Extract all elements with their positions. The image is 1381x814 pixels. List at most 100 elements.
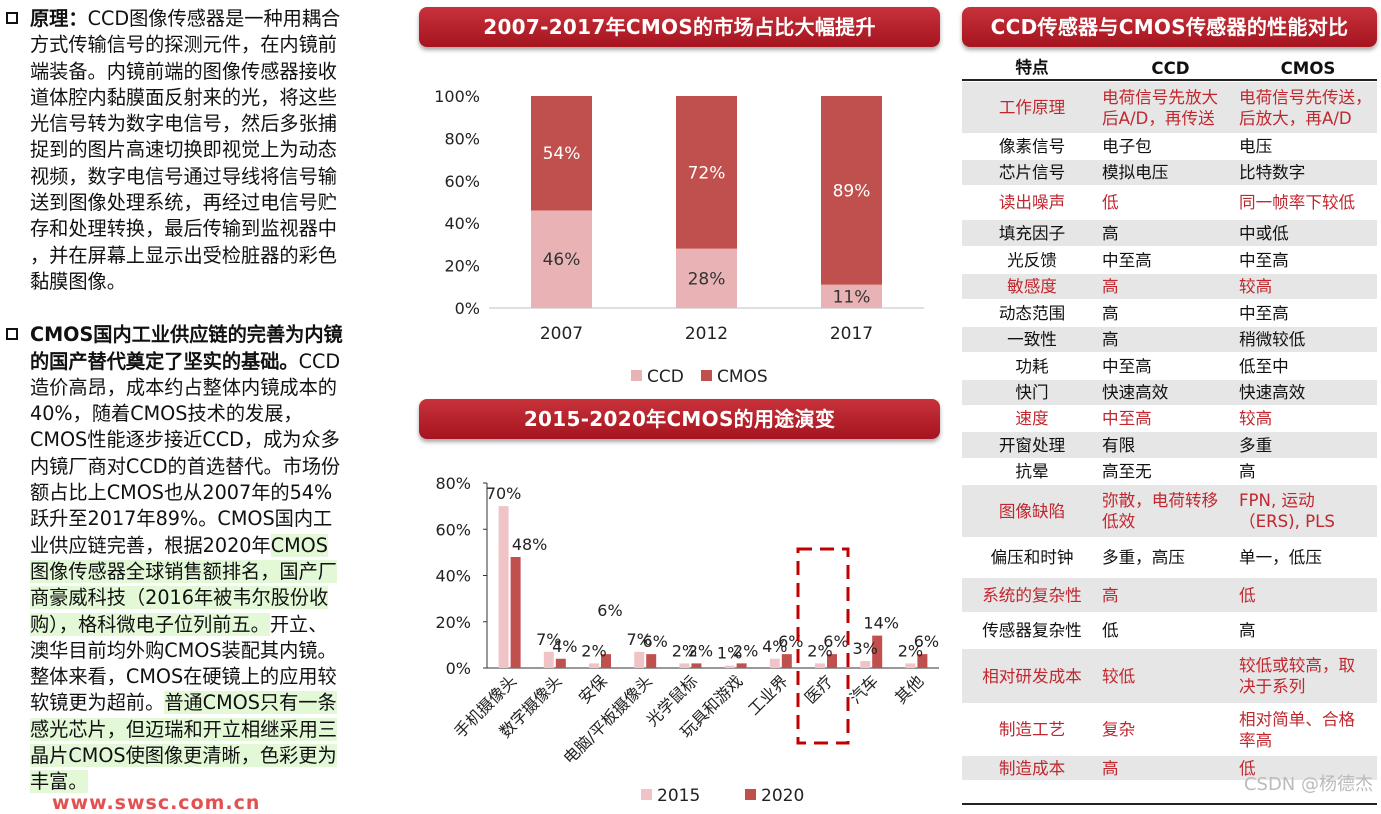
bar-2015-安保 [589,663,599,668]
legend-label: CMOS [717,367,768,387]
table-row: 动态范围 高 中至高 [962,299,1377,326]
data-label-2015: 4% [762,637,787,656]
legend-label: CCD [647,367,684,387]
cell-ccd: 快速高效 [1102,383,1169,402]
text-line: CCD [298,349,341,373]
cell-ccd: 多重，高压 [1102,548,1185,567]
table-row: 偏压和时钟 多重，高压 单一，低压 [962,537,1377,577]
bar-2020-工业界 [781,654,792,668]
data-label-2015: 2% [807,641,832,660]
table-row: 像素信号 电子包 电压 [962,133,1377,159]
cell-cmos: 高 [1239,621,1256,640]
bar-2015-其他 [905,663,916,668]
y-tick-label: 60% [444,172,480,191]
text-line: 方式传输信号的探测元件，在内镜前 [30,33,337,57]
cmos-usage-bar-chart: 0%20%40%60%80%70%48%手机摄像头7%4%数字摄像头2%6%安保… [435,474,939,806]
cmos-heading-line2: 的国产替代奠定了坚实的基础。 [30,349,299,373]
table-row: 图像缺陷 弥散，电荷转移 低效 FPN, 运动 （ERS), PLS [962,484,1377,537]
header-ccd: CCD [1151,59,1190,78]
header-cmos: CMOS [1280,59,1336,78]
bar-cmos-2017 [821,96,882,285]
cell-cmos: 快速高效 [1239,383,1306,402]
data-label-2015: 70% [486,484,522,503]
text-line: 存和处理转换，最后传输到监视器中 [30,217,337,241]
highlighted-text: 普通CMOS只有一条 [164,691,337,715]
checkbox-bullet-icon [6,12,18,24]
highlighted-text: CMOS [270,533,328,557]
text-line: CCD图像传感器是一种用耦合 [87,7,341,30]
cell-feature: 功耗 [1015,356,1049,376]
cell-ccd: 模拟电压 [1102,163,1169,182]
data-label-2015: 3% [853,639,878,658]
cell-cmos: 较低或较高，取 决于系列 [1239,655,1377,697]
cell-ccd: 高 [1102,758,1119,778]
cell-ccd: 低 [1102,621,1119,640]
cell-feature: 敏感度 [1007,277,1057,296]
cell-cmos: 中至高 [1239,250,1289,270]
data-label: 54% [543,144,581,164]
cell-cmos: 较高 [1239,277,1273,296]
bar-2020-安保 [601,654,611,668]
cell-cmos: 电压 [1239,137,1273,156]
cell-ccd-line: 后A/D，再传送 [1102,108,1215,128]
x-category-label: 其他 [891,671,927,707]
cell-feature: 速度 [1015,409,1049,428]
chart2-title-banner: 2015-2020年CMOS的用途演变 [419,399,940,439]
cell-feature: 系统的复杂性 [982,585,1082,605]
bar-2015-工业界 [769,658,780,668]
cell-feature: 像素信号 [998,137,1066,156]
checkbox-bullet-icon [6,328,18,341]
text-line: 开立、 [269,612,328,636]
cell-feature: 填充因子 [998,223,1066,243]
bar-ccd-2007 [531,210,592,308]
cell-feature: 快门 [1015,383,1049,402]
cell-ccd: 弥散，电荷转移 低效 [1102,490,1239,532]
bar-2020-电脑/平板摄像头 [646,654,657,668]
highlighted-text: 丰富。 [30,770,88,794]
cell-ccd: 高 [1102,223,1119,243]
cell-cmos-line: 率高 [1239,730,1273,750]
cell-feature: 相对研发成本 [982,666,1082,686]
y-tick-label: 20% [435,613,471,632]
cell-cmos: 相对简单、合格 率高 [1239,709,1377,751]
cell-ccd: 高 [1102,330,1119,349]
bar-2020-汽车 [872,635,883,668]
y-tick-label: 20% [444,257,480,276]
data-label-2015: 7% [627,630,652,649]
data-label-2015: 2% [672,641,697,660]
table-row: 读出噪声 低 同一帧率下较低 [962,185,1377,219]
x-tick-label: 2007 [540,324,583,344]
cell-ccd: 高 [1102,585,1119,605]
text-line: 跃升至2017年89%。CMOS国内工 [30,507,333,531]
text-line: 软镜更为超前。 [30,691,165,715]
cell-cmos: 中或低 [1239,223,1289,243]
bar-ccd-2017 [821,284,882,308]
bar-2015-手机摄像头 [498,506,509,668]
legend-label: 2020 [761,786,804,806]
table-row: 敏感度 高 较高 [962,273,1377,299]
data-label-2020: 6% [643,632,668,651]
data-label-2020: 6% [914,632,939,651]
table-bottom-rule [962,803,1377,805]
table-title-banner: CCD传感器与CMOS传感器的性能对比 [962,7,1377,47]
cell-feature: 动态范围 [998,303,1066,323]
bar-cmos-2007 [531,96,592,211]
bar-cmos-2012 [676,96,737,249]
data-label-2015: 7% [536,630,561,649]
cell-cmos-line: 电荷信号先传送， [1239,87,1372,107]
bar-2020-医疗 [827,654,837,668]
source-url-watermark: www.swsc.com.cn [52,792,261,814]
legend-swatch-cmos [701,370,712,381]
data-label-2020: 6% [597,601,622,620]
text-line: 光信号转为数字电信号，然后多张捕 [30,112,337,136]
bar-2015-玩具和游戏 [724,665,735,668]
cell-ccd: 高至无 [1102,462,1152,481]
table-row: 快门 快速高效 快速高效 [962,379,1377,405]
market-share-stacked-bar-chart: 0% 20% 40% 60% 80% 100% 46% 54% 2007 28% 72% 2012 11… [434,87,924,387]
text-line: 造价高昂，成本约占整体内镜成本的 [30,375,337,399]
cell-cmos: 同一帧率下较低 [1239,193,1356,212]
data-label: 89% [833,181,871,201]
text-line: 黏膜图像。 [30,269,126,293]
text-line: 澳华目前均外购CMOS装配其内镜。 [30,638,337,662]
highlighted-text: 晶片CMOS使图像更清晰，色彩更为 [30,744,337,768]
